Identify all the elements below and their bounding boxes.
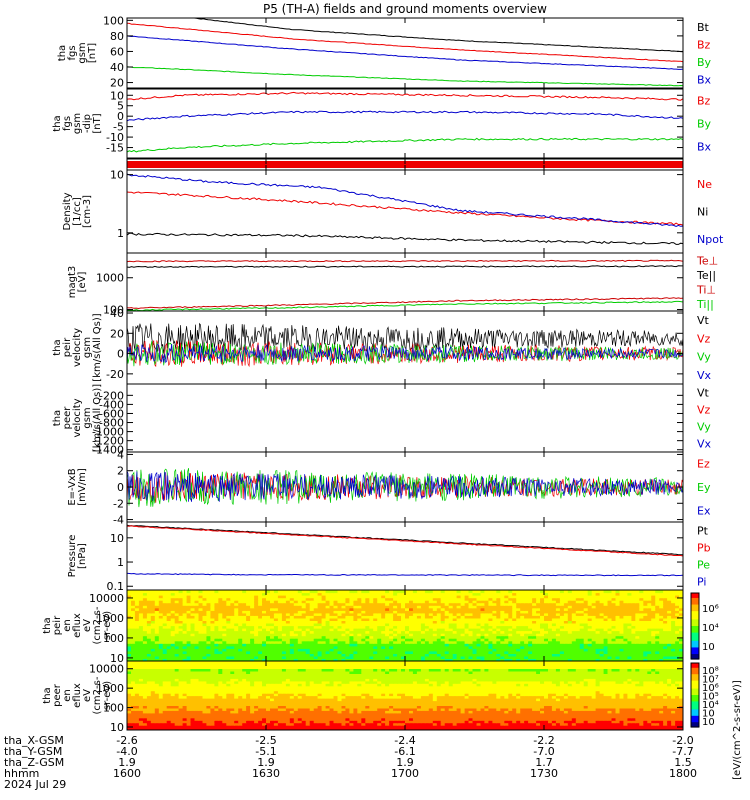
series-line-Bx — [127, 36, 683, 70]
panel-fgs_gsm_dip: -15-10-50510tha fgs gsm -dip [nT]BzByBx — [52, 89, 712, 158]
y-tick-label: 0 — [117, 481, 124, 494]
panel-peir_en_eflux: 10100100010000tha peir en eflux eV (cm2-s-sr-… — [42, 590, 684, 665]
legend-Pi: Pi — [697, 576, 706, 589]
series-line-Bx — [127, 111, 683, 121]
panel-density: 110Density [1/cc] [cm-3]NeNiNpot — [62, 169, 724, 253]
y-axis-label: sr-eV) — [102, 611, 113, 640]
panel-peir_velocity: -2002040tha peir velocity gsm [km/s(All Qs)]… — [52, 307, 712, 384]
legend-Ne: Ne — [697, 178, 712, 191]
series-line-Ni — [127, 233, 683, 244]
legend-By: By — [697, 118, 712, 131]
panel-plot-area — [127, 260, 683, 310]
y-tick-label: -2 — [113, 497, 124, 510]
panel-temperature: 1001000magt3 [eV]Te⊥Te||Ti⊥Ti|| — [67, 253, 718, 317]
legend-By: By — [697, 56, 712, 69]
y-axis-label: [km/s(All Qs)] — [92, 384, 103, 452]
legend-Vx: Vx — [697, 438, 712, 451]
y-tick-label: 10 — [110, 89, 124, 102]
legend-Vt: Vt — [697, 314, 710, 327]
panel-frame — [127, 384, 683, 452]
y-axis-label: [mV/m] — [77, 468, 88, 506]
legend-Pb: Pb — [697, 542, 711, 555]
legend-Ez: Ez — [697, 458, 710, 471]
series-line-Ne — [127, 192, 683, 225]
y-axis-label: [nPa] — [77, 543, 88, 569]
y-tick-label: 4 — [117, 448, 124, 461]
y-tick-label: 10 — [110, 169, 124, 182]
series-line-Npot — [127, 174, 683, 227]
panel-plot-area — [127, 174, 683, 244]
legend-Bx: Bx — [697, 73, 712, 86]
y-axis-label: [nT] — [92, 113, 103, 133]
legend-Ex: Ex — [697, 504, 711, 517]
legend-Vy: Vy — [697, 351, 711, 364]
panel-frame — [127, 89, 683, 158]
panel-pressure: 0.1110Pressure [nPa]PtPbPePi — [67, 522, 711, 593]
panel-peer_en_eflux: 10100100010000tha peer en eflux eV (cm2-s-sr-… — [42, 661, 684, 734]
legend-Ni: Ni — [697, 206, 708, 219]
series-line-Te|| — [127, 266, 683, 268]
panel-plot-area — [127, 525, 683, 592]
panel-frame — [127, 522, 683, 590]
legend-Vy: Vy — [697, 421, 711, 434]
legend-Npot: Npot — [697, 233, 724, 246]
y-tick-label: 1 — [117, 227, 124, 240]
y-tick-label: 40 — [110, 307, 124, 320]
panel-plot-area — [127, 324, 683, 367]
panel-plot-area — [127, 590, 684, 662]
series-line-Pt — [127, 525, 683, 555]
y-axis-label: [eV] — [77, 272, 88, 293]
legend-Pt: Pt — [697, 525, 709, 538]
legend-Ey: Ey — [697, 481, 711, 494]
series-line-By — [127, 67, 683, 86]
y-tick-label: 2 — [117, 465, 124, 478]
legend-Te⊥: Te⊥ — [696, 254, 718, 267]
panels: 20406080100tha fgs gsm [nT]BtBzByBx-15-10-5… — [42, 0, 724, 734]
panel-flag_strip — [127, 159, 683, 170]
y-tick-label: -20 — [106, 368, 124, 381]
panel-efield: -4-2024E=-VxB [mV/m]EzEyEx — [67, 448, 711, 526]
legend-Vx: Vx — [697, 369, 712, 382]
y-tick-label: 20 — [110, 327, 124, 340]
y-tick-label: 0 — [117, 348, 124, 361]
y-tick-label: 40 — [110, 61, 124, 74]
legend-Bz: Bz — [697, 95, 711, 108]
legend-Te||: Te|| — [696, 269, 716, 282]
legend-Vt: Vt — [697, 387, 710, 400]
y-axis-label: [nT] — [87, 43, 98, 63]
figure-title: P5 (TH-A) fields and ground moments over… — [263, 2, 547, 16]
y-tick-label: 10 — [110, 532, 124, 545]
y-tick-label: -4 — [113, 514, 124, 527]
panel-peer_velocity: -1400-1200-1000-800-600-400-200tha peer ve… — [52, 384, 712, 457]
y-tick-label: 1000 — [96, 272, 124, 285]
y-axis-label: [km/s(All Qs)] — [92, 313, 103, 381]
legend-Vz: Vz — [697, 404, 711, 417]
legend-Bx: Bx — [697, 141, 712, 154]
legend-Bt: Bt — [697, 21, 710, 34]
panel-frame — [127, 18, 683, 88]
legend-Ti⊥: Ti⊥ — [696, 283, 716, 296]
y-tick-label: 1 — [117, 556, 124, 569]
legend-Bz: Bz — [697, 38, 711, 51]
legend-Vz: Vz — [697, 332, 711, 345]
panel-plot-area — [127, 468, 683, 507]
panel-plot-area — [127, 92, 683, 152]
series-line-Pi — [127, 573, 683, 575]
y-tick-label: 60 — [110, 45, 124, 58]
y-tick-label: 100 — [103, 14, 124, 27]
y-tick-label: 80 — [110, 30, 124, 43]
y-tick-label: 10000 — [89, 592, 124, 605]
series-line-Te⊥ — [127, 260, 683, 262]
series-line-By — [127, 138, 683, 152]
panel-plot-area — [127, 661, 684, 731]
legend-Ti||: Ti|| — [696, 298, 714, 311]
series-line-Pb — [127, 526, 683, 556]
legend-Pe: Pe — [697, 559, 710, 572]
y-axis-label: [cm-3] — [82, 195, 93, 228]
y-tick-label: 20 — [110, 77, 124, 90]
